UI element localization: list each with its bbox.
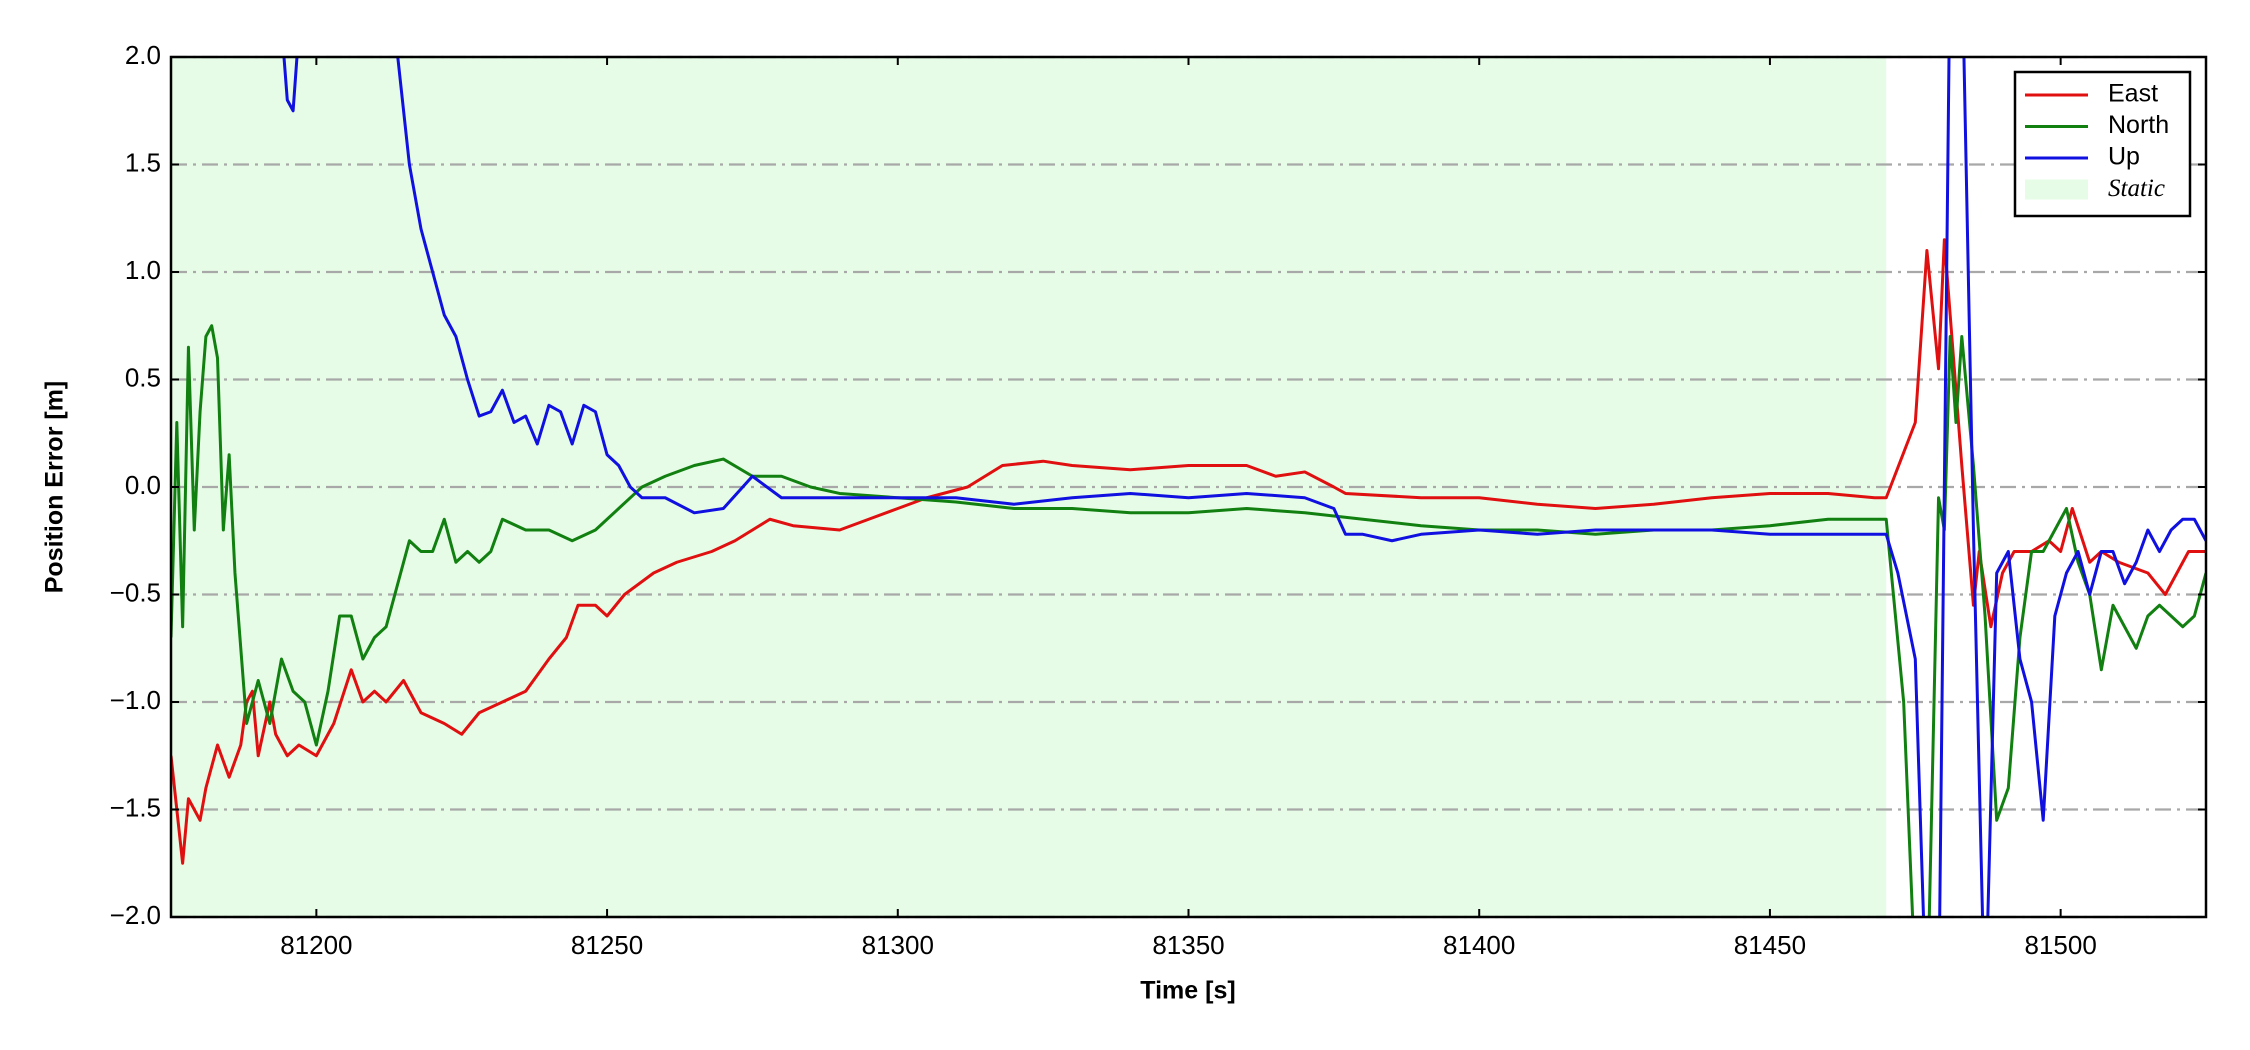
legend-label: East [2108, 80, 2158, 108]
y-tick-label: −1.5 [110, 792, 161, 822]
series-line [171, 324, 2206, 917]
y-axis-title: Position Error [m] [41, 381, 69, 594]
x-tick-label: 81450 [1734, 930, 1806, 960]
legend-label: Static [2108, 175, 2165, 202]
y-tick-label: 0.5 [125, 362, 161, 392]
y-tick-label: 1.0 [125, 255, 161, 285]
legend-label: Up [2108, 143, 2140, 171]
x-tick-label: 81250 [571, 930, 643, 960]
x-tick-label: 81400 [1443, 930, 1515, 960]
y-tick-label: 2.0 [125, 40, 161, 70]
y-tick-label: 1.5 [125, 147, 161, 177]
x-tick-label: 81350 [1152, 930, 1224, 960]
series-line [282, 57, 2206, 917]
x-axis-title: Time [s] [1140, 977, 1235, 1005]
legend-swatch [2025, 179, 2088, 200]
y-tick-label: 0.0 [125, 470, 161, 500]
y-tick-label: −1.0 [110, 685, 161, 715]
line-layer [171, 57, 2206, 917]
x-tick-label: 81300 [862, 930, 934, 960]
legend: East North Up Static [2013, 70, 2192, 218]
legend-label: North [2108, 111, 2169, 139]
x-tick-label: 81500 [2024, 930, 2096, 960]
x-tick-label: 81200 [280, 930, 352, 960]
y-tick-label: −2.0 [110, 900, 161, 930]
tick-layer: −2.0 −1.5 −1.0 −0.5 0.0 0.5 1.0 1.5 2.0 81200 8125… [110, 40, 2206, 960]
y-tick-label: −0.5 [110, 577, 161, 607]
